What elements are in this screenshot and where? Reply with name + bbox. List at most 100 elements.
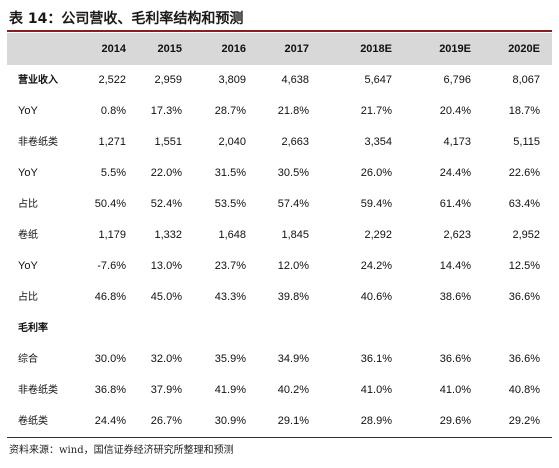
table-cell: 1,845 [281, 229, 309, 241]
table-cell: 2,623 [443, 229, 471, 241]
table-cell: 4,638 [281, 74, 309, 86]
table-cell: 45.0% [150, 291, 182, 303]
column-header: 2019E [439, 43, 471, 55]
table-cell: 43.3% [214, 291, 246, 303]
column-header: 2015 [157, 43, 182, 55]
table-cell: 2,959 [154, 74, 182, 86]
table-row: 毛利率 [7, 313, 552, 344]
table-cell: 0.8% [100, 105, 126, 117]
table-cell: 24.4% [94, 415, 126, 427]
row-label: 非卷纸类 [18, 137, 58, 148]
table-cell: 61.4% [439, 198, 471, 210]
table-row: YoY 0.8% 17.3% 28.7% 21.8% 21.7% 20.4% 18.7% [7, 96, 552, 127]
table-cell: 8,067 [512, 74, 540, 86]
table-cell: 1,551 [154, 136, 182, 148]
table-cell: 3,354 [364, 136, 392, 148]
row-label: YoY [18, 105, 38, 117]
table-cell: 12.5% [508, 260, 540, 272]
table-cell: 30.5% [277, 167, 309, 179]
table-cell: 34.9% [277, 353, 309, 365]
table-cell: 20.4% [439, 105, 471, 117]
table-cell: 35.9% [214, 353, 246, 365]
table-row: 卷纸类 24.4% 26.7% 30.9% 29.1% 28.9% 29.6% 29.2% [7, 406, 552, 437]
table-cell: 18.7% [508, 105, 540, 117]
row-label: 卷纸类 [18, 416, 48, 427]
table-cell: 40.6% [360, 291, 392, 303]
table-cell: 12.0% [277, 260, 309, 272]
table-cell: 1,648 [218, 229, 246, 241]
table-cell: 2,663 [281, 136, 309, 148]
table-cell: 32.0% [150, 353, 182, 365]
table-cell: 46.8% [94, 291, 126, 303]
table-cell: 17.3% [150, 105, 182, 117]
table-cell: 36.8% [94, 384, 126, 396]
table-cell: 30.0% [94, 353, 126, 365]
row-label: YoY [18, 260, 38, 272]
table-cell: 13.0% [150, 260, 182, 272]
column-header: 2016 [221, 43, 246, 55]
table-cell: 37.9% [150, 384, 182, 396]
table-cell: 6,796 [443, 74, 471, 86]
source-note: 资料来源：wind，国信证券经济研究所整理和预测 [9, 445, 234, 456]
row-label: 占比 [18, 199, 38, 210]
table-cell: 52.4% [150, 198, 182, 210]
table-cell: 24.2% [360, 260, 392, 272]
table-cell: 30.9% [214, 415, 246, 427]
table-row: 综合 30.0% 32.0% 35.9% 34.9% 36.1% 36.6% 36.6% [7, 344, 552, 375]
table-title: 表 14：公司营收、毛利率结构和预测 [9, 11, 244, 27]
table-cell: 26.0% [360, 167, 392, 179]
table-cell: 39.8% [277, 291, 309, 303]
table-cell: 59.4% [360, 198, 392, 210]
title-divider [7, 30, 552, 32]
table-cell: 5,647 [364, 74, 392, 86]
table-row: 卷纸 1,179 1,332 1,648 1,845 2,292 2,623 2,952 [7, 220, 552, 251]
table-cell: 4,173 [443, 136, 471, 148]
row-label: 卷纸 [18, 230, 38, 241]
row-label: 综合 [18, 354, 38, 365]
table-cell: 36.6% [508, 291, 540, 303]
table-cell: 1,271 [98, 136, 126, 148]
table-header [7, 33, 552, 65]
table-cell: 57.4% [277, 198, 309, 210]
table-cell: 5,115 [513, 136, 540, 148]
table-cell: 24.4% [439, 167, 471, 179]
table-cell: 41.9% [214, 384, 246, 396]
column-header: 2020E [508, 43, 540, 55]
column-header: 2018E [360, 43, 392, 55]
table-row: YoY -7.6% 13.0% 23.7% 12.0% 24.2% 14.4% 12.5% [7, 251, 552, 282]
table-cell: 23.7% [214, 260, 246, 272]
table-bottom-rule [7, 437, 552, 438]
table-cell [66, 313, 126, 344]
table-cell: 63.4% [508, 198, 540, 210]
table-cell: 29.2% [508, 415, 540, 427]
table-row: 占比 50.4% 52.4% 53.5% 57.4% 59.4% 61.4% 63.4% [7, 189, 552, 220]
table-cell: 5.5% [100, 167, 126, 179]
table-cell [249, 313, 309, 344]
table-cell: 36.6% [439, 353, 471, 365]
table-cell: 1,179 [98, 229, 126, 241]
table-cell: 36.1% [360, 353, 392, 365]
table-cell: 40.8% [508, 384, 540, 396]
table-cell: 41.0% [360, 384, 392, 396]
table-cell: 29.6% [439, 415, 471, 427]
table-cell [480, 313, 540, 344]
table-row: 营业收入 2,522 2,959 3,809 4,638 5,647 6,796 8,067 [7, 65, 552, 96]
table-cell: 1,332 [154, 229, 182, 241]
table-cell [186, 313, 246, 344]
table-cell: 38.6% [439, 291, 471, 303]
table-row: YoY 5.5% 22.0% 31.5% 30.5% 26.0% 24.4% 22.6% [7, 158, 552, 189]
table-cell: 53.5% [214, 198, 246, 210]
table-cell: 26.7% [150, 415, 182, 427]
table-cell: 21.7% [360, 105, 392, 117]
column-header: 2014 [101, 43, 126, 55]
table-row: 非卷纸类 36.8% 37.9% 41.9% 40.2% 41.0% 41.0% 40.8% [7, 375, 552, 406]
table-cell: 2,522 [98, 74, 126, 86]
table-cell: 2,040 [218, 136, 246, 148]
table-cell [122, 313, 182, 344]
table-cell: 28.7% [214, 105, 246, 117]
row-label: YoY [18, 167, 38, 179]
row-label: 营业收入 [18, 75, 58, 86]
table-cell: 3,809 [218, 74, 246, 86]
table-cell: 36.6% [508, 353, 540, 365]
table-cell: 2,952 [512, 229, 540, 241]
